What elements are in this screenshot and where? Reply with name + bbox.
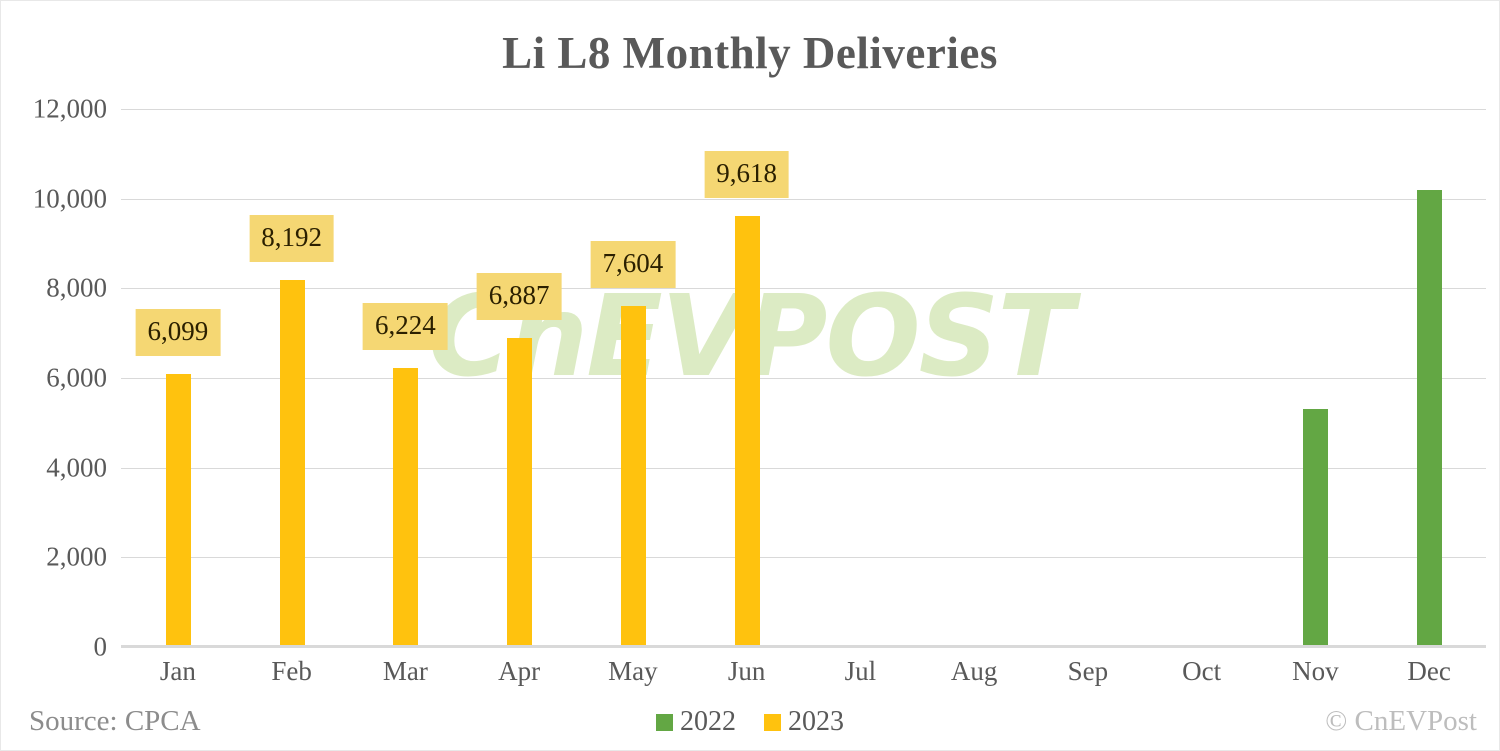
gridline bbox=[121, 109, 1486, 110]
chart-legend: 2022 2023 bbox=[1, 708, 1499, 736]
bar-slot bbox=[1031, 109, 1145, 647]
bar-slot: 6,224 bbox=[349, 109, 463, 647]
x-axis-tick-jan: Jan bbox=[159, 656, 196, 686]
gridline bbox=[121, 557, 1486, 559]
chart-title: Li L8 Monthly Deliveries bbox=[502, 28, 998, 78]
x-axis-tick-apr: Apr bbox=[498, 656, 541, 686]
bar-value-label-apr: 6,887 bbox=[476, 273, 562, 321]
legend-swatch-icon-2023 bbox=[764, 713, 781, 731]
x-axis-tick-jul: Jul bbox=[844, 656, 877, 686]
source-note: Source: CPCA bbox=[29, 705, 201, 737]
bar-2023-jun[interactable] bbox=[734, 215, 760, 647]
y-axis-tick: 0 bbox=[93, 631, 108, 662]
y-axis-tick: 2,000 bbox=[46, 541, 107, 572]
y-axis-tick: 4,000 bbox=[46, 452, 107, 483]
bar-2023-mar[interactable] bbox=[393, 367, 419, 647]
bar-2023-apr[interactable] bbox=[507, 338, 533, 647]
legend-item-2023[interactable]: 2023 bbox=[764, 708, 844, 736]
y-axis-tick: 10,000 bbox=[32, 183, 107, 214]
x-axis-tick-sep: Sep bbox=[1067, 656, 1109, 686]
x-axis-tick-may: May bbox=[608, 656, 658, 686]
y-axis-tick: 6,000 bbox=[46, 362, 107, 393]
copyright-note: © CnEVPost bbox=[1325, 705, 1477, 737]
y-axis-tick: 8,000 bbox=[46, 272, 107, 303]
bar-2023-feb[interactable] bbox=[279, 279, 305, 647]
bar-slot bbox=[1372, 109, 1486, 647]
bar-slot: 8,192 bbox=[235, 109, 349, 647]
bar-slot bbox=[1259, 109, 1373, 647]
bar-slot bbox=[1145, 109, 1259, 647]
legend-item-2022[interactable]: 2022 bbox=[656, 708, 736, 736]
bar-2023-jan[interactable] bbox=[165, 373, 191, 647]
bar-2022-dec[interactable] bbox=[1417, 189, 1443, 647]
legend-label-2023: 2023 bbox=[788, 706, 844, 737]
bar-slot: 9,618 bbox=[690, 109, 804, 647]
bar-value-label-feb: 8,192 bbox=[249, 214, 334, 262]
x-axis-tick-oct: Oct bbox=[1182, 656, 1222, 686]
gridline bbox=[121, 647, 1486, 648]
bar-slot: 6,099 bbox=[121, 109, 235, 647]
legend-label-2022: 2022 bbox=[680, 706, 736, 737]
bar-value-label-mar: 6,224 bbox=[363, 302, 448, 350]
bar-slot bbox=[804, 109, 918, 647]
x-axis-tick-mar: Mar bbox=[382, 656, 428, 686]
bar-slot: 7,604 bbox=[576, 109, 690, 647]
plot-area: 6,099 8,192 6,224 6,887 7,604 9,618 bbox=[121, 109, 1486, 648]
bar-value-label-jun: 9,618 bbox=[704, 150, 789, 198]
gridline bbox=[121, 198, 1486, 200]
gridline bbox=[121, 378, 1486, 379]
y-axis-tick: 12,000 bbox=[32, 93, 107, 124]
x-axis-tick-jun: Jun bbox=[727, 656, 766, 686]
bar-2022-nov[interactable] bbox=[1303, 409, 1329, 647]
legend-swatch-icon-2022 bbox=[656, 713, 673, 731]
bar-slot bbox=[917, 109, 1031, 647]
x-axis-tick-feb: Feb bbox=[271, 656, 312, 686]
x-axis-line bbox=[121, 645, 1486, 647]
x-axis-tick-dec: Dec bbox=[1407, 656, 1451, 686]
x-axis-tick-nov: Nov bbox=[1292, 656, 1339, 686]
gridline bbox=[121, 467, 1486, 469]
bar-value-label-may: 7,604 bbox=[590, 241, 676, 289]
x-axis-tick-aug: Aug bbox=[950, 656, 998, 686]
gridline bbox=[121, 288, 1486, 290]
bar-value-label-jan: 6,099 bbox=[135, 308, 221, 356]
bar-slot: 6,887 bbox=[462, 109, 576, 647]
bar-2023-may[interactable] bbox=[620, 306, 646, 647]
